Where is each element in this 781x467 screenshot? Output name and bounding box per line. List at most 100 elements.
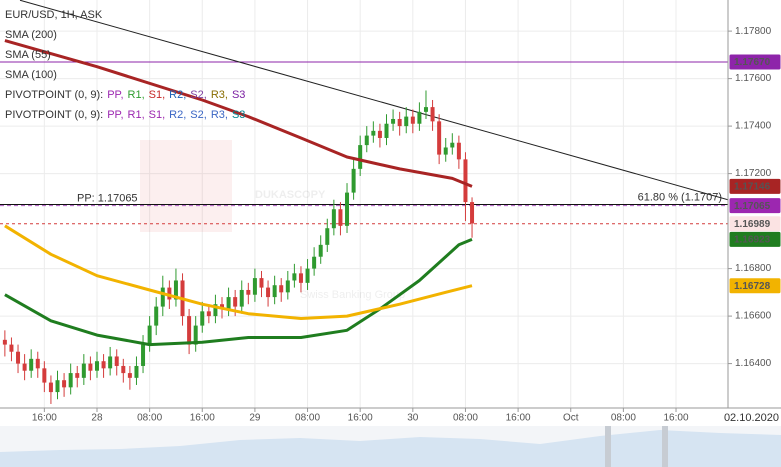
x-axis: 16:00 28 08:00 16:00 29 08:00 16:00 30 08:00 16:0… — [32, 408, 689, 424]
price-box — [729, 231, 781, 247]
candle-body — [200, 311, 205, 326]
candle-body — [75, 373, 80, 378]
candle-body — [266, 287, 271, 298]
candle-body — [68, 373, 73, 388]
legend-part: R2, — [169, 89, 186, 101]
legend-part: S1, — [149, 109, 166, 121]
candle-body — [456, 142, 461, 160]
candle-body — [213, 304, 218, 317]
legend-part: S2, — [190, 89, 207, 101]
legend-part: R2, — [169, 109, 186, 121]
candle-body — [318, 244, 323, 257]
x-tick-label: 08:00 — [295, 413, 320, 424]
candle-body — [22, 363, 27, 371]
candle-body — [377, 130, 382, 138]
x-tick-label: 08:00 — [453, 413, 478, 424]
navigator — [0, 426, 781, 467]
legend-part: S3 — [232, 109, 245, 121]
candle-body — [345, 192, 350, 226]
price-box-label: 1.16989 — [734, 219, 771, 230]
candle-body — [187, 316, 192, 345]
y-tick-label: 1.17200 — [735, 168, 772, 179]
x-tick-label: 16:00 — [32, 413, 57, 424]
candle-body — [443, 147, 448, 155]
legend-prefix: PIVOTPOINT (0, 9): — [5, 89, 103, 101]
sma-line — [4, 39, 473, 188]
candle-body — [42, 368, 47, 383]
legend-part: R3, — [211, 89, 228, 101]
candle-body — [430, 107, 435, 122]
x-tick-label: 16:00 — [506, 413, 531, 424]
candle-body — [305, 268, 310, 283]
candle-body — [298, 273, 303, 283]
y-tick-label: 1.16400 — [735, 358, 772, 369]
chart-title: EUR/USD, 1H, ASK — [5, 9, 103, 21]
candle-body — [62, 380, 67, 388]
candle-body — [9, 344, 14, 352]
candle-body — [160, 287, 165, 307]
candle-body — [239, 289, 244, 307]
candle-body — [16, 351, 21, 364]
candle-body — [141, 344, 146, 366]
price-box — [729, 278, 781, 294]
price-box-label: 1.17146 — [734, 182, 771, 193]
candle-body — [391, 118, 396, 124]
candle-body — [338, 209, 343, 226]
candle-body — [173, 280, 178, 300]
candle-body — [252, 278, 257, 295]
x-tick-label: 16:00 — [190, 413, 215, 424]
candle-body — [312, 256, 317, 269]
navigator-handle[interactable] — [605, 426, 611, 467]
candle-body — [384, 123, 389, 138]
candle-body — [206, 311, 211, 317]
legend-entry: SMA (200) — [5, 29, 57, 41]
candle-body — [220, 304, 225, 309]
candle-body — [147, 325, 152, 345]
y-tick-label: 1.17400 — [735, 121, 772, 132]
candle-body — [81, 363, 86, 378]
legend-part: R3, — [211, 109, 228, 121]
candle-body — [29, 358, 34, 371]
y-tick-label: 1.16600 — [735, 311, 772, 322]
candle-body — [226, 297, 231, 309]
sma-line — [4, 238, 473, 347]
candle-body — [272, 285, 277, 298]
candle-body — [121, 365, 126, 374]
legend-part: S1, — [149, 89, 166, 101]
price-box-label: 1.17670 — [734, 57, 771, 68]
legend-part: S3 — [232, 89, 245, 101]
legend-part: R1, — [128, 109, 145, 121]
candle-body — [450, 142, 455, 148]
candle-body — [2, 339, 7, 345]
candle-body — [108, 356, 113, 369]
x-tick-label: 30 — [407, 413, 419, 424]
candle-body — [193, 325, 198, 345]
candle-body — [55, 380, 60, 393]
candle-body — [371, 130, 376, 136]
candle-body — [364, 135, 369, 146]
candle-body — [246, 289, 251, 295]
legend-part: R1, — [128, 89, 145, 101]
price-box — [729, 216, 781, 232]
candle-body — [404, 116, 409, 127]
candle-body — [134, 365, 139, 378]
candle-body — [94, 361, 99, 371]
x-tick-label: 08:00 — [137, 413, 162, 424]
legend: EUR/USD, 1H, ASK SMA (200) SMA (55) SMA (1… — [5, 9, 245, 121]
price-box-label: 1.17065 — [734, 201, 771, 212]
navigator-handle[interactable] — [662, 426, 668, 467]
candle-body — [35, 358, 40, 369]
candle-body — [358, 145, 363, 169]
x-tick-label: 16:00 — [348, 413, 373, 424]
candle-body — [167, 287, 172, 300]
fib-label: 61.80 % (1.1707) — [638, 191, 722, 203]
watermark-title: DUKASCOPY — [255, 189, 326, 201]
watermark: DUKASCOPY Swiss Banking Group — [140, 140, 405, 301]
candle-body — [233, 297, 238, 307]
y-axis: 1.16400 1.16600 1.16800 1.17200 1.17400 1.176… — [728, 26, 781, 369]
legend-part: PP, — [107, 89, 123, 101]
candle-body — [470, 202, 475, 224]
candle-body — [331, 209, 336, 229]
